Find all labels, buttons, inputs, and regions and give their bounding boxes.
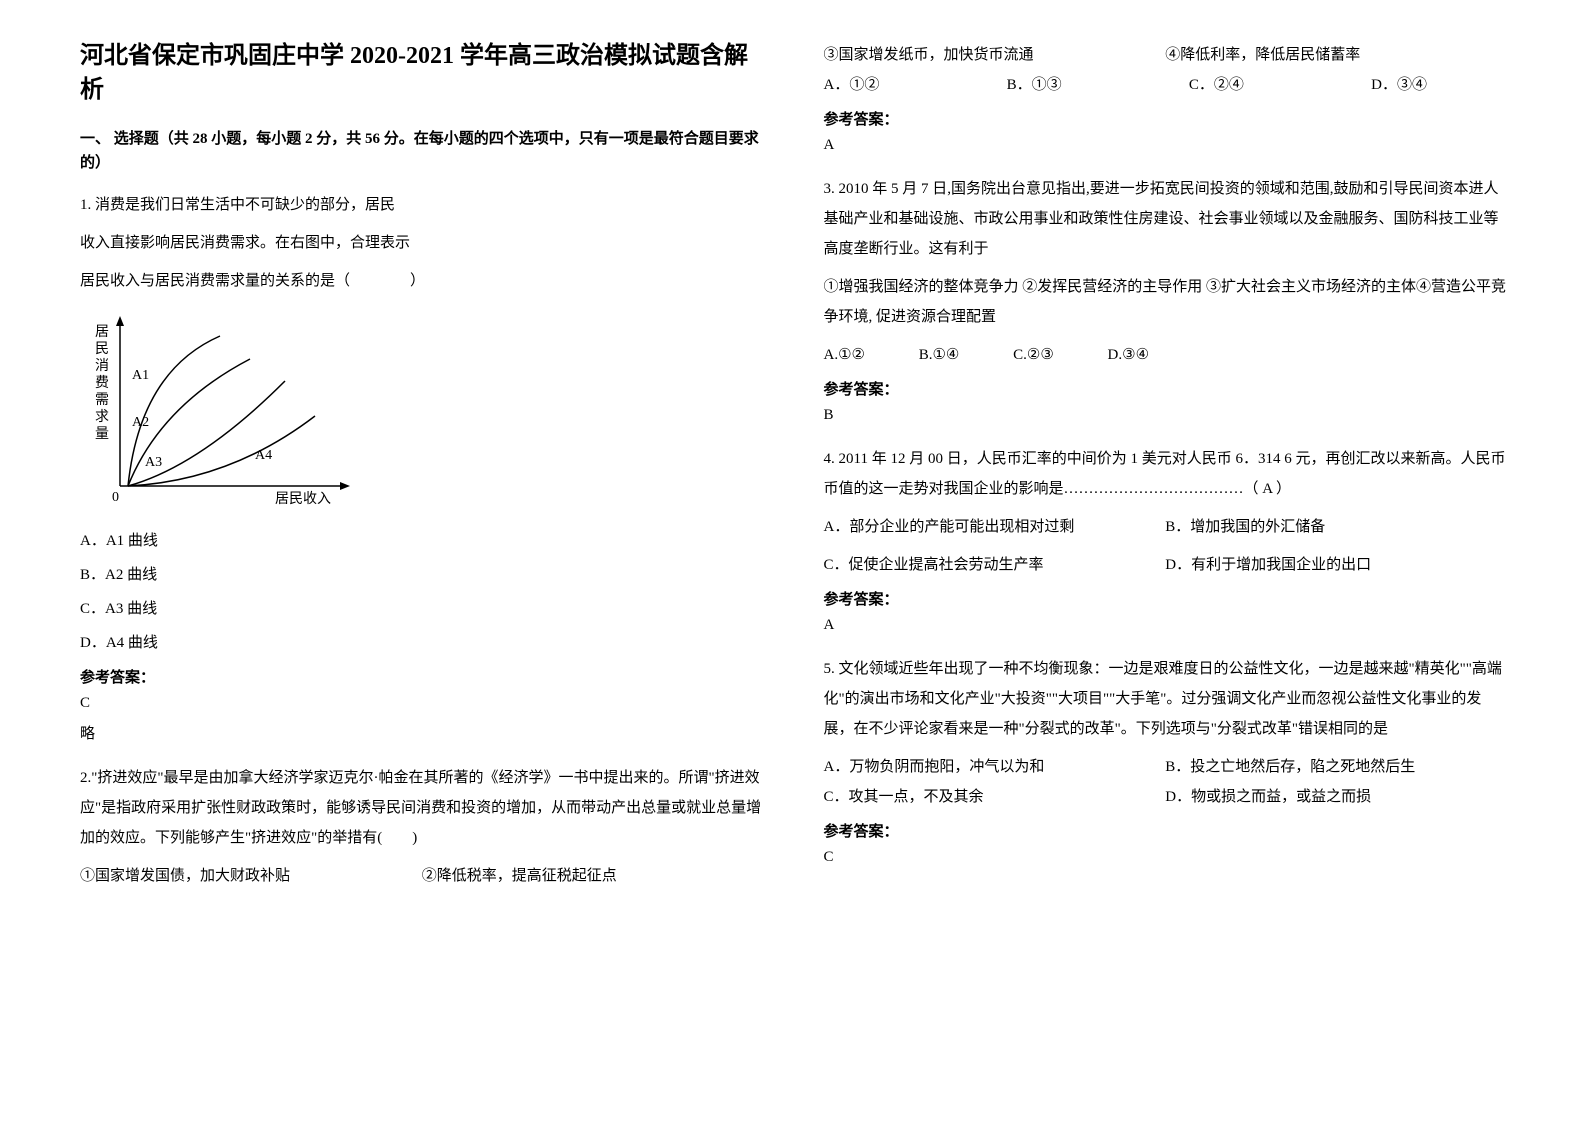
q3-text: 3. 2010 年 5 月 7 日,国务院出台意见指出,要进一步拓宽民间投资的领… [824, 174, 1508, 264]
q2-text: 2."挤进效应"最早是由加拿大经济学家迈克尔·帕金在其所著的《经济学》一书中提出… [80, 763, 764, 853]
question-5: 5. 文化领域近些年出现了一种不均衡现象：一边是艰难度日的公益性文化，一边是越来… [824, 654, 1508, 866]
q5-opts-row2: C．攻其一点，不及其余 D．物或损之而益，或益之而损 [824, 782, 1508, 812]
question-3: 3. 2010 年 5 月 7 日,国务院出台意见指出,要进一步拓宽民间投资的领… [824, 174, 1508, 424]
q5-opt-b: B．投之亡地然后存，陷之死地然后生 [1165, 752, 1415, 782]
curve-chart-svg: 0 居 民 消 费 需 求 量 居民收入 A1 A2 A3 [80, 311, 360, 511]
q2-opt-a: A．①② [824, 70, 880, 100]
q1-answer-label: 参考答案： [80, 666, 764, 687]
q2-answer: A [824, 137, 1508, 154]
left-column: 河北省保定市巩固庄中学 2020-2021 学年高三政治模拟试题含解析 一、 选… [50, 40, 794, 1082]
q3-answer: B [824, 407, 1508, 424]
q4-opts-row2: C．促使企业提高社会劳动生产率 D．有利于增加我国企业的出口 [824, 550, 1508, 580]
question-1: 1. 消费是我们日常生活中不可缺少的部分，居民 收入直接影响居民消费需求。在右图… [80, 190, 764, 743]
svg-text:A3: A3 [145, 455, 162, 470]
q3-opt-a: A.①② [824, 347, 865, 363]
right-column: ③国家增发纸币，加快货币流通 ④降低利率，降低居民储蓄率 A．①② B．①③ C… [794, 40, 1538, 1082]
q5-text: 5. 文化领域近些年出现了一种不均衡现象：一边是艰难度日的公益性文化，一边是越来… [824, 654, 1508, 744]
q3-circled: ①增强我国经济的整体竞争力 ②发挥民营经济的主导作用 ③扩大社会主义市场经济的主… [824, 272, 1508, 332]
q2-options: A．①② B．①③ C．②④ D．③④ [824, 70, 1508, 100]
q2-opt-b: B．①③ [1007, 70, 1062, 100]
q2-opt-c: C．②④ [1189, 70, 1244, 100]
q5-opts-row1: A．万物负阴而抱阳，冲气以为和 B．投之亡地然后存，陷之死地然后生 [824, 752, 1508, 782]
q4-opt-c: C．促使企业提高社会劳动生产率 [824, 550, 1166, 580]
y-axis-label: 居 [95, 325, 109, 340]
svg-text:量: 量 [95, 426, 109, 442]
q3-opt-c: C.②③ [1013, 347, 1054, 363]
q2-c4: ④降低利率，降低居民储蓄率 [1165, 40, 1360, 70]
svg-text:0: 0 [112, 490, 119, 505]
q1-note: 略 [80, 722, 764, 743]
q1-opt-b: B．A2 曲线 [80, 560, 764, 590]
q5-answer-label: 参考答案： [824, 820, 1508, 841]
q1-opt-a: A．A1 曲线 [80, 526, 764, 556]
q1-opt-d: D．A4 曲线 [80, 628, 764, 658]
section-1-header: 一、 选择题（共 28 小题，每小题 2 分，共 56 分。在每小题的四个选项中… [80, 127, 764, 175]
q2-c3: ③国家增发纸币，加快货币流通 [824, 40, 1166, 70]
q3-answer-label: 参考答案： [824, 378, 1508, 399]
q4-opts-row1: A．部分企业的产能可能出现相对过剩 B．增加我国的外汇储备 [824, 512, 1508, 542]
q5-opt-a: A．万物负阴而抱阳，冲气以为和 [824, 752, 1166, 782]
q4-opt-a: A．部分企业的产能可能出现相对过剩 [824, 512, 1166, 542]
q4-answer-label: 参考答案： [824, 588, 1508, 609]
q1-line1: 1. 消费是我们日常生活中不可缺少的部分，居民 [80, 190, 764, 220]
q3-options: A.①② B.①④ C.②③ D.③④ [824, 340, 1508, 370]
q1-answer: C [80, 695, 764, 712]
question-4: 4. 2011 年 12 月 00 日，人民币汇率的中间价为 1 美元对人民币 … [824, 444, 1508, 634]
curve-a1 [128, 336, 220, 486]
q1-line3: 居民收入与居民消费需求量的关系的是（ ） [80, 266, 764, 296]
svg-text:A1: A1 [132, 368, 149, 383]
q2-circled-row2: ③国家增发纸币，加快货币流通 ④降低利率，降低居民储蓄率 [824, 40, 1508, 70]
question-2-part2: ③国家增发纸币，加快货币流通 ④降低利率，降低居民储蓄率 A．①② B．①③ C… [824, 40, 1508, 154]
q5-opt-d: D．物或损之而益，或益之而损 [1165, 782, 1371, 812]
question-2-part1: 2."挤进效应"最早是由加拿大经济学家迈克尔·帕金在其所著的《经济学》一书中提出… [80, 763, 764, 891]
q2-c1: ①国家增发国债，加大财政补贴 [80, 861, 422, 891]
svg-text:A4: A4 [255, 448, 272, 463]
svg-text:消: 消 [95, 358, 109, 374]
q5-opt-c: C．攻其一点，不及其余 [824, 782, 1166, 812]
q4-text: 4. 2011 年 12 月 00 日，人民币汇率的中间价为 1 美元对人民币 … [824, 444, 1508, 504]
svg-text:需: 需 [95, 392, 109, 408]
svg-text:A2: A2 [132, 415, 149, 430]
q3-opt-b: B.①④ [919, 347, 960, 363]
q1-chart: 0 居 民 消 费 需 求 量 居民收入 A1 A2 A3 [80, 311, 360, 511]
q5-answer: C [824, 849, 1508, 866]
q1-line2: 收入直接影响居民消费需求。在右图中，合理表示 [80, 228, 764, 258]
q2-circled-row1: ①国家增发国债，加大财政补贴 ②降低税率，提高征税起征点 [80, 861, 764, 891]
q2-opt-d: D．③④ [1371, 70, 1427, 100]
curve-a3 [128, 381, 285, 486]
document-title: 河北省保定市巩固庄中学 2020-2021 学年高三政治模拟试题含解析 [80, 40, 764, 107]
q4-opt-d: D．有利于增加我国企业的出口 [1165, 550, 1371, 580]
x-axis-label: 居民收入 [275, 491, 331, 507]
svg-text:求: 求 [95, 409, 109, 425]
q2-c2: ②降低税率，提高征税起征点 [422, 861, 617, 891]
q3-opt-d: D.③④ [1108, 347, 1149, 363]
q2-answer-label: 参考答案： [824, 108, 1508, 129]
q4-answer: A [824, 617, 1508, 634]
q1-opt-c: C．A3 曲线 [80, 594, 764, 624]
svg-text:费: 费 [95, 375, 109, 391]
svg-text:民: 民 [95, 342, 109, 357]
q4-opt-b: B．增加我国的外汇储备 [1165, 512, 1325, 542]
